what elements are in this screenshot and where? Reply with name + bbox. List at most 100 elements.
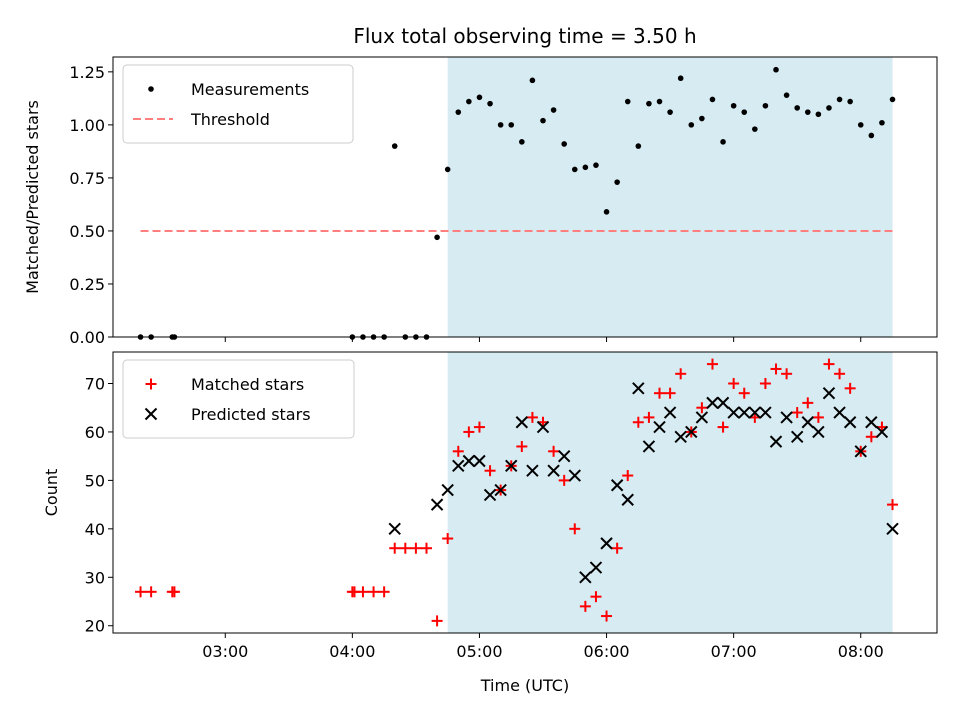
predicted-star-point bbox=[833, 406, 846, 419]
matched-star-point bbox=[759, 377, 771, 389]
legend-label: Predicted stars bbox=[191, 405, 311, 424]
matched-star-point bbox=[378, 586, 390, 598]
count-y-tick-label: 50 bbox=[85, 471, 105, 490]
count-y-ticks: 20 30 40 50 60 70 bbox=[85, 374, 113, 636]
measurement-point bbox=[646, 100, 652, 107]
ratio-y-ticks: 0.00 0.25 0.50 0.75 1.00 1.25 bbox=[69, 63, 113, 347]
measurement-point bbox=[656, 98, 663, 105]
predicted-star-point bbox=[727, 406, 740, 419]
time-x-tick-label: 05:00 bbox=[456, 642, 502, 661]
measurement-point bbox=[476, 94, 483, 101]
measurement-point bbox=[550, 107, 557, 113]
count-y-tick-label: 60 bbox=[85, 423, 105, 442]
measurement-point bbox=[582, 164, 589, 171]
matched-star-point bbox=[473, 421, 485, 433]
measurement-point bbox=[720, 139, 726, 145]
measurement-point bbox=[804, 109, 811, 115]
legend-label: Measurements bbox=[191, 80, 309, 99]
matched-star-point bbox=[135, 586, 147, 598]
predicted-star-point bbox=[738, 406, 751, 419]
measurement-point bbox=[783, 92, 790, 98]
matched-star-point bbox=[516, 440, 528, 452]
measurement-point bbox=[455, 109, 462, 115]
measurement-point bbox=[508, 122, 515, 128]
matched-star-point bbox=[431, 615, 443, 627]
matched-star-point bbox=[579, 600, 591, 612]
matched-star-point bbox=[717, 421, 729, 433]
ratio-y-tick-label: 0.00 bbox=[69, 328, 105, 347]
measurement-point bbox=[836, 96, 843, 103]
predicted-star-point bbox=[441, 483, 454, 497]
measurement-point bbox=[487, 100, 493, 107]
measurement-point bbox=[677, 75, 684, 82]
time-x-tick-label: 06:00 bbox=[583, 642, 629, 661]
matched-star-point bbox=[622, 470, 634, 482]
ratio-y-tick-label: 1.00 bbox=[69, 116, 105, 135]
measurement-point bbox=[391, 143, 398, 149]
measurement-point bbox=[773, 66, 779, 73]
predicted-star-point bbox=[430, 498, 444, 511]
predicted-star-point bbox=[843, 416, 857, 429]
matched-star-point bbox=[664, 387, 676, 399]
measurement-point bbox=[519, 139, 525, 145]
predicted-star-point bbox=[780, 411, 793, 424]
measurement-point bbox=[614, 179, 620, 185]
measurement-point bbox=[529, 77, 536, 84]
predicted-star-point bbox=[695, 411, 709, 424]
predicted-star-point bbox=[865, 416, 878, 429]
matched-star-point bbox=[844, 382, 856, 394]
matched-star-point bbox=[675, 368, 687, 380]
ratio-x-tick-marks bbox=[224, 337, 862, 342]
predicted-star-point bbox=[452, 459, 465, 473]
measurement-point bbox=[709, 96, 716, 103]
matched-star-point bbox=[442, 533, 454, 545]
predicted-star-point bbox=[579, 571, 592, 584]
legend-marker-dot bbox=[148, 86, 154, 92]
measurement-point bbox=[752, 126, 758, 132]
matched-star-point bbox=[452, 445, 464, 457]
predicted-star-point bbox=[536, 420, 550, 434]
matched-star-point bbox=[399, 542, 411, 554]
matched-star-point bbox=[632, 416, 644, 428]
measurement-point bbox=[868, 132, 875, 139]
measurement-point bbox=[667, 109, 673, 115]
measurement-point bbox=[699, 115, 705, 122]
predicted-star-point bbox=[632, 382, 645, 395]
matched-star-point bbox=[887, 499, 899, 511]
matched-star-point bbox=[168, 586, 180, 598]
legend-marker-x bbox=[144, 407, 158, 421]
matched-star-point bbox=[601, 610, 613, 622]
predicted-star-point bbox=[663, 406, 677, 419]
count-y-tick-label: 40 bbox=[85, 520, 105, 539]
predicted-star-point bbox=[621, 493, 634, 506]
predicted-star-point bbox=[568, 469, 581, 482]
predicted-star-point bbox=[589, 561, 603, 574]
matched-star-point bbox=[421, 542, 433, 554]
ratio-y-tick-label: 0.75 bbox=[69, 169, 105, 188]
measurement-point bbox=[847, 98, 853, 105]
measurement-point bbox=[444, 166, 451, 173]
predicted-star-point bbox=[557, 449, 571, 463]
predicted-star-point bbox=[748, 406, 762, 419]
matched-star-point bbox=[770, 363, 782, 375]
matched-star-point bbox=[548, 445, 560, 457]
matched-star-point bbox=[728, 377, 740, 389]
matched-star-point bbox=[368, 586, 380, 598]
predicted-star-point bbox=[886, 522, 899, 536]
time-x-tick-label: 03:00 bbox=[202, 642, 248, 661]
time-x-tick-label: 07:00 bbox=[711, 642, 757, 661]
measurement-point bbox=[593, 162, 599, 168]
matched-star-point bbox=[558, 474, 570, 486]
legend-marker-plus bbox=[145, 378, 157, 390]
predicted-star-point bbox=[388, 522, 401, 536]
matched-star-point bbox=[738, 387, 750, 399]
chart-title: Flux total observing time = 3.50 h bbox=[353, 24, 696, 48]
matched-star-point bbox=[706, 358, 718, 370]
matched-star-point bbox=[802, 397, 814, 409]
count-panel: 20 30 40 50 60 70 03:00 04:00 05:00 06:00 07:00 08… bbox=[42, 351, 938, 695]
time-x-ticks: 03:00 04:00 05:00 06:00 07:00 08:00 bbox=[202, 633, 884, 661]
ratio-y-tick-label: 0.25 bbox=[69, 275, 105, 294]
measurement-point bbox=[497, 122, 504, 128]
predicted-star-point bbox=[854, 445, 867, 458]
legend-box bbox=[122, 359, 355, 439]
